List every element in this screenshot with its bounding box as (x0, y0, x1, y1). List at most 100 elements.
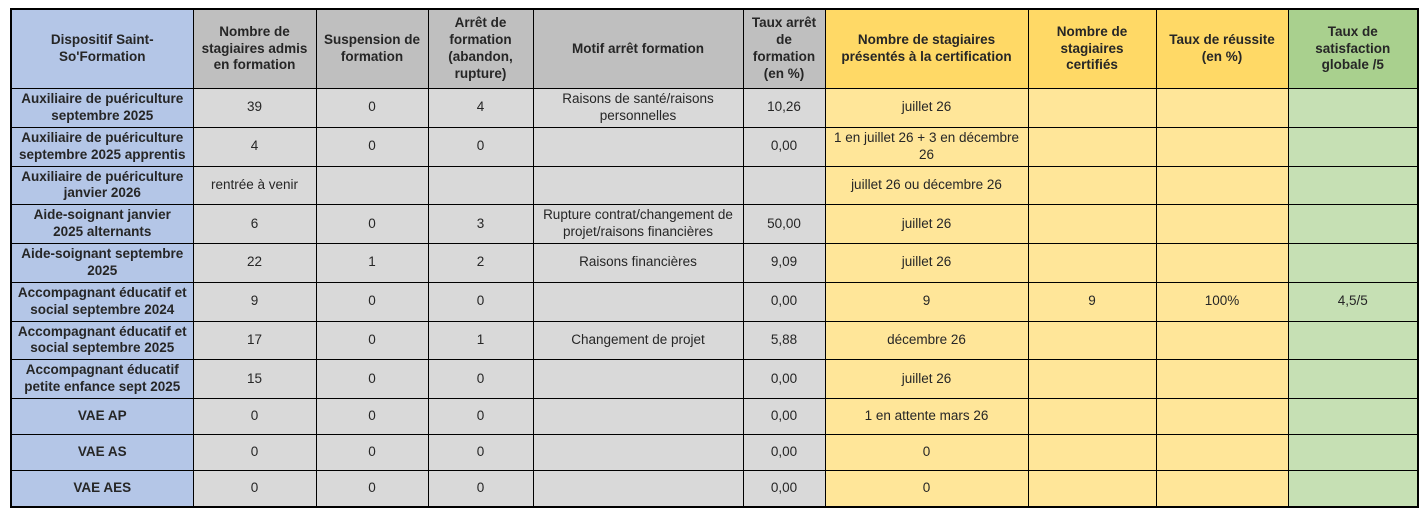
cell-motif (532, 165, 744, 206)
cell-suspension: 0 (315, 126, 429, 167)
column-header-admis: Nombre de stagiaires admis en formation (192, 8, 317, 89)
cell-taux-reussite (1155, 434, 1289, 471)
cell-certifies (1027, 320, 1157, 361)
cell-dispositif: Auxiliaire de puériculture janvier 2026 (10, 165, 194, 206)
column-header-satisfaction: Taux de satisfaction globale /5 (1287, 8, 1419, 89)
cell-admis: 6 (192, 204, 317, 244)
table-row: VAE AES 0 0 0 0,00 0 (10, 470, 1419, 507)
cell-satisfaction (1287, 243, 1419, 283)
cell-arret: 4 (427, 88, 534, 128)
cell-arret: 2 (427, 243, 534, 283)
cell-admis: rentrée à venir (192, 165, 317, 206)
cell-dispositif: VAE AP (10, 398, 194, 435)
cell-admis: 9 (192, 281, 317, 322)
cell-taux-arret: 0,00 (742, 398, 826, 435)
cell-satisfaction (1287, 126, 1419, 167)
cell-presentes: 0 (824, 434, 1029, 471)
cell-motif (532, 359, 744, 399)
cell-admis: 0 (192, 470, 317, 507)
cell-presentes: juillet 26 (824, 204, 1029, 244)
cell-certifies (1027, 204, 1157, 244)
cell-motif (532, 470, 744, 507)
column-header-arret: Arrêt de formation (abandon, rupture) (427, 8, 534, 89)
cell-taux-reussite (1155, 320, 1289, 361)
cell-dispositif: VAE AES (10, 470, 194, 507)
cell-certifies (1027, 398, 1157, 435)
column-header-motif: Motif arrêt formation (532, 8, 744, 89)
table-row: Auxiliaire de puériculture septembre 202… (10, 126, 1419, 167)
cell-taux-reussite (1155, 165, 1289, 206)
cell-presentes: juillet 26 ou décembre 26 (824, 165, 1029, 206)
table-body: Auxiliaire de puériculture septembre 202… (10, 88, 1419, 507)
cell-satisfaction (1287, 165, 1419, 206)
cell-dispositif: Aide-soignant septembre 2025 (10, 243, 194, 283)
cell-certifies (1027, 470, 1157, 507)
cell-taux-reussite (1155, 398, 1289, 435)
cell-presentes: 9 (824, 281, 1029, 322)
cell-dispositif: Auxiliaire de puériculture septembre 202… (10, 126, 194, 167)
cell-admis: 0 (192, 434, 317, 471)
cell-satisfaction (1287, 434, 1419, 471)
cell-presentes: 0 (824, 470, 1029, 507)
cell-admis: 22 (192, 243, 317, 283)
cell-satisfaction (1287, 88, 1419, 128)
cell-arret: 3 (427, 204, 534, 244)
cell-certifies (1027, 88, 1157, 128)
cell-dispositif: Auxiliaire de puériculture septembre 202… (10, 88, 194, 128)
formation-table-sheet: Dispositif Saint-So'Formation Nombre de … (10, 8, 1419, 508)
table-header-row: Dispositif Saint-So'Formation Nombre de … (10, 8, 1419, 89)
cell-satisfaction (1287, 470, 1419, 507)
cell-taux-reussite (1155, 126, 1289, 167)
table-row: Auxiliaire de puériculture septembre 202… (10, 88, 1419, 128)
table-row: VAE AS 0 0 0 0,00 0 (10, 434, 1419, 471)
cell-taux-reussite (1155, 243, 1289, 283)
cell-motif (532, 398, 744, 435)
cell-satisfaction (1287, 204, 1419, 244)
column-header-suspension: Suspension de formation (315, 8, 429, 89)
cell-presentes: juillet 26 (824, 88, 1029, 128)
cell-arret: 0 (427, 126, 534, 167)
cell-taux-reussite (1155, 470, 1289, 507)
cell-arret: 0 (427, 359, 534, 399)
cell-motif: Changement de projet (532, 320, 744, 361)
column-header-presentes: Nombre de stagiaires présentés à la cert… (824, 8, 1029, 89)
cell-dispositif: Accompagnant éducatif petite enfance sep… (10, 359, 194, 399)
cell-arret: 0 (427, 281, 534, 322)
cell-arret (427, 165, 534, 206)
cell-taux-arret: 0,00 (742, 281, 826, 322)
cell-presentes: juillet 26 (824, 243, 1029, 283)
cell-taux-arret: 10,26 (742, 88, 826, 128)
cell-suspension: 0 (315, 281, 429, 322)
cell-suspension: 0 (315, 204, 429, 244)
cell-satisfaction (1287, 320, 1419, 361)
cell-dispositif: Accompagnant éducatif et social septembr… (10, 320, 194, 361)
cell-presentes: juillet 26 (824, 359, 1029, 399)
cell-taux-reussite (1155, 204, 1289, 244)
cell-certifies (1027, 165, 1157, 206)
cell-suspension: 0 (315, 470, 429, 507)
cell-admis: 17 (192, 320, 317, 361)
table-row: Aide-soignant septembre 2025 22 1 2 Raisons … (10, 243, 1419, 283)
cell-motif: Rupture contrat/changement de projet/rai… (532, 204, 744, 244)
cell-dispositif: Accompagnant éducatif et social septembr… (10, 281, 194, 322)
cell-taux-reussite (1155, 88, 1289, 128)
cell-motif (532, 434, 744, 471)
table-row: Auxiliaire de puériculture janvier 2026 r… (10, 165, 1419, 206)
cell-suspension: 0 (315, 398, 429, 435)
cell-suspension (315, 165, 429, 206)
column-header-taux-arret: Taux arrêt de formation (en %) (742, 8, 826, 89)
cell-dispositif: Aide-soignant janvier 2025 alternants (10, 204, 194, 244)
cell-suspension: 0 (315, 88, 429, 128)
cell-taux-arret: 0,00 (742, 126, 826, 167)
cell-presentes: 1 en juillet 26 + 3 en décembre 26 (824, 126, 1029, 167)
cell-taux-arret: 5,88 (742, 320, 826, 361)
cell-arret: 0 (427, 434, 534, 471)
cell-taux-arret: 50,00 (742, 204, 826, 244)
cell-satisfaction (1287, 398, 1419, 435)
cell-suspension: 0 (315, 359, 429, 399)
cell-presentes: décembre 26 (824, 320, 1029, 361)
cell-suspension: 0 (315, 320, 429, 361)
cell-arret: 0 (427, 398, 534, 435)
cell-taux-arret: 0,00 (742, 434, 826, 471)
cell-motif: Raisons de santé/raisons personnelles (532, 88, 744, 128)
